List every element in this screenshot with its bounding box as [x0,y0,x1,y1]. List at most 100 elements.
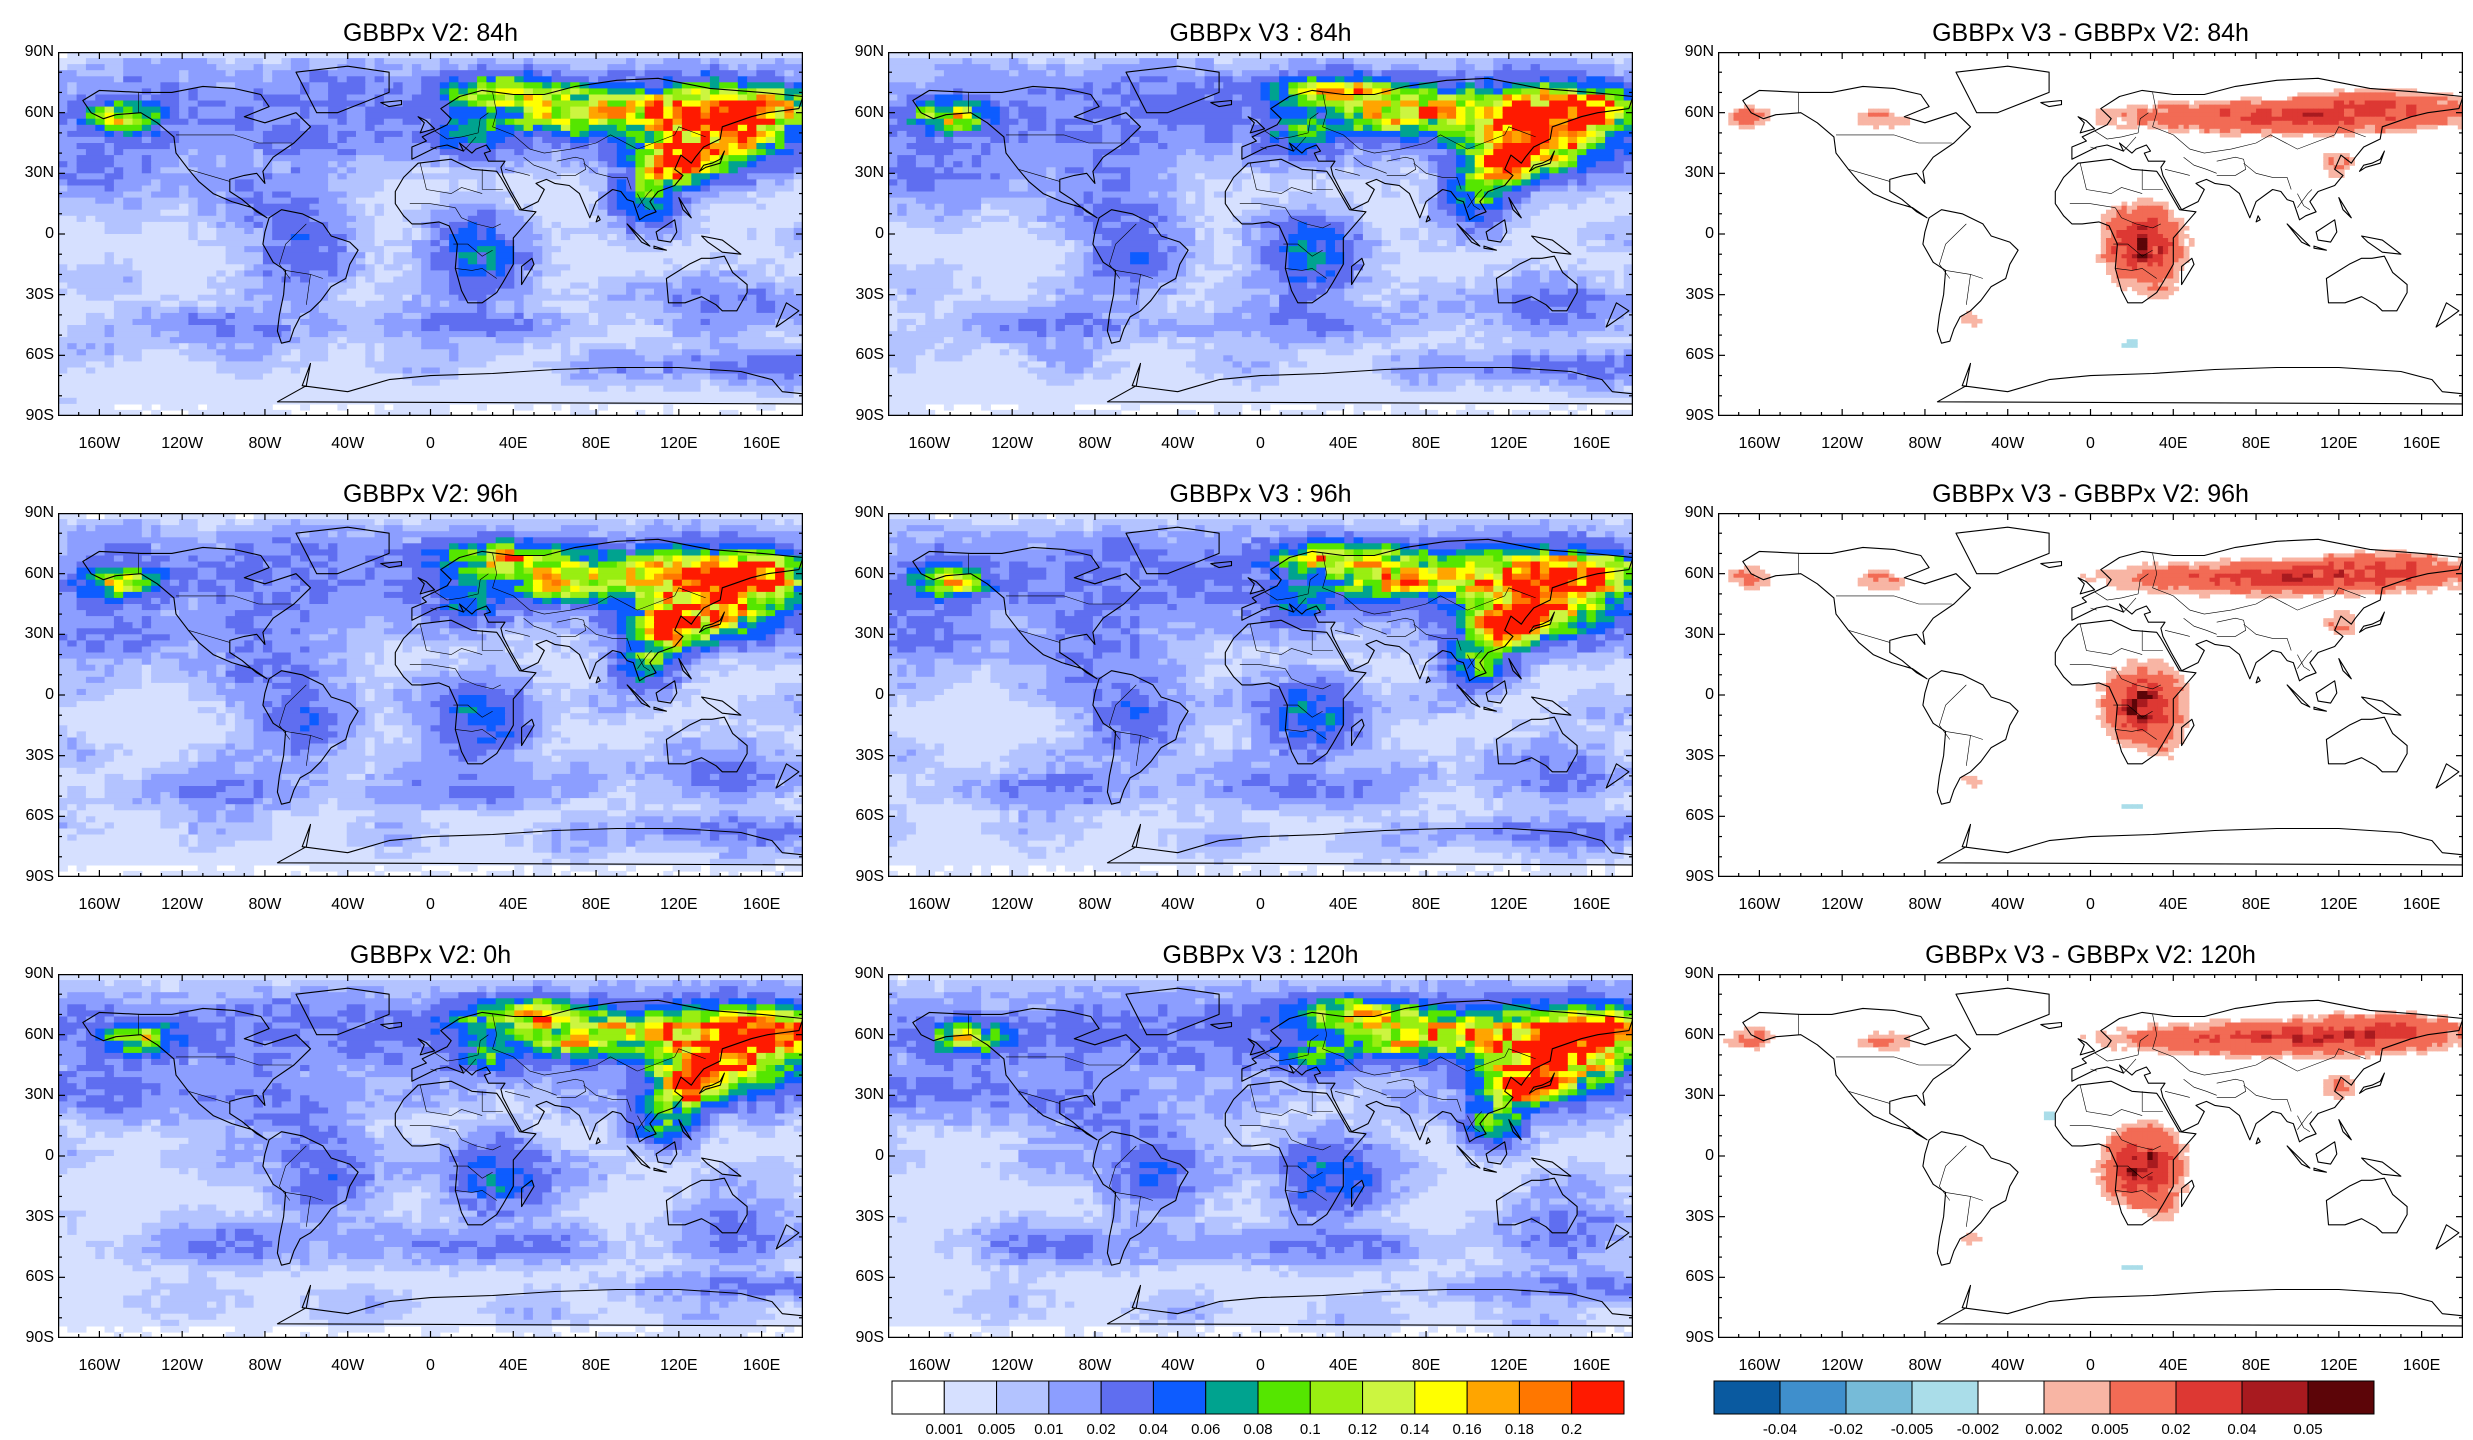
lon-tick-label: 80W [1078,1357,1112,1374]
lat-tick-label: 90S [25,868,54,885]
lon-tick-label: 0 [1256,435,1265,452]
colorbar-box [943,1380,998,1415]
lat-tick-label: 30S [25,746,54,764]
lat-tick-label: 30S [855,746,884,764]
lon-tick-label: 0 [426,435,435,452]
lon-tick-label: 0 [426,896,435,913]
lat-tick-label: 0 [875,686,884,703]
lat-tick-label: 60S [855,346,884,364]
colorbar-label: 0.04 [1138,1421,1169,1438]
lat-tick-label: 60N [854,564,884,582]
colorbar-box [1152,1380,1207,1415]
lat-tick-label: 30N [1684,164,1714,182]
panel-title: GBBPx V2: 84h [342,19,519,47]
lat-tick-label: 90S [855,1329,884,1346]
colorbar-label: 0.06 [1191,1421,1221,1438]
colorbar-label: 0.01 [1034,1421,1064,1438]
colorbar-box [1779,1380,1847,1415]
lat-tick-label: 60N [854,1025,884,1043]
lon-tick-label: 120E [1490,1357,1528,1374]
panel-title: GBBPx V2: 0h [349,941,512,969]
lon-tick-label: 120W [161,896,204,913]
lon-tick-label: 40E [1329,435,1358,452]
panel-title: GBBPx V3 - GBBPx V2: 84h [1932,19,2249,47]
lon-tick-label: 120W [161,435,204,452]
tick-marks [888,513,1633,877]
tick-marks [1718,974,2463,1338]
colorbar-concentration [891,1380,1625,1415]
borders-r2c3 [1798,553,2366,766]
lat-tick-label: 90S [1685,868,1714,885]
panel-title: GBBPx V2: 96h [342,480,519,508]
lon-tick-label: 160W [1738,435,1781,452]
colorbar-box [1362,1380,1416,1415]
lon-tick-label: 0 [426,1357,435,1374]
borders-r3c1 [138,1014,706,1227]
lon-tick-label: 80E [581,1357,611,1374]
lon-tick-label: 40E [1329,896,1358,913]
lon-tick-label: 160E [742,1357,781,1374]
lon-tick-label: 80E [2241,435,2271,452]
lat-tick-label: 60N [24,103,54,121]
lon-tick-label: 80E [2241,1357,2271,1374]
field-r1c1 [58,52,803,416]
field-r2c1 [58,513,803,877]
lon-tick-label: 160W [908,1357,951,1374]
lon-tick-label: 0 [1256,1357,1265,1374]
lon-tick-label: 40W [1161,435,1195,452]
lat-tick-label: 90N [854,504,884,521]
map-r2c3 [1718,513,2463,877]
tick-marks [888,52,1633,416]
coastlines-r2c3 [1742,526,2463,866]
lon-tick-label: 120E [2320,1357,2358,1374]
lat-tick-label: 0 [45,225,54,242]
lat-tick-label: 30S [855,1207,884,1225]
lon-tick-label: 120W [991,435,1034,452]
coastlines-r3c3 [1742,987,2463,1327]
borders-r1c3 [1798,92,2366,305]
colorbar-box [1100,1380,1154,1415]
lat-tick-label: 0 [875,225,884,242]
lat-tick-label: 90N [854,43,884,60]
lon-tick-label: 120W [1821,1357,1864,1374]
colorbar-box [996,1380,1050,1415]
lon-tick-label: 160W [908,435,951,452]
lon-tick-label: 160W [908,896,951,913]
coastlines-r3c2 [912,987,1633,1327]
colorbar-box [1911,1380,1979,1415]
colorbar-box [1048,1380,1102,1415]
lon-tick-label: 80W [248,896,282,913]
lat-tick-label: 60S [855,807,884,825]
lon-tick-label: 80W [1908,1357,1942,1374]
colorbar-label: 0.002 [2025,1421,2063,1438]
colorbar-label: 0.02 [2161,1421,2191,1438]
lon-tick-label: 120W [991,1357,1034,1374]
tick-marks [58,52,803,416]
lon-tick-label: 80W [1908,435,1942,452]
lon-tick-label: 80E [1411,1357,1441,1374]
coastlines-r1c2 [912,65,1633,405]
colorbar-label: 0.2 [1561,1421,1583,1438]
lon-tick-label: 80E [581,435,611,452]
map-r1c2 [888,52,1633,416]
lat-tick-label: 60S [1685,1268,1714,1286]
coastlines-r2c2 [912,526,1633,866]
lon-tick-label: 0 [1256,896,1265,913]
lon-tick-label: 120E [2320,435,2358,452]
map-r2c1 [58,513,803,877]
field-r1c2 [888,52,1633,416]
lat-tick-label: 60S [1685,346,1714,364]
lon-tick-label: 40W [331,1357,365,1374]
lat-tick-label: 60S [25,807,54,825]
coastlines-r2c1 [82,526,803,866]
lat-tick-label: 0 [1705,686,1714,703]
colorbar-box [2241,1380,2309,1415]
lon-tick-label: 120W [991,896,1034,913]
lat-tick-label: 0 [45,1147,54,1164]
lon-tick-label: 80W [1078,896,1112,913]
lat-tick-label: 90N [1684,965,1714,982]
lon-tick-label: 160W [1738,1357,1781,1374]
colorbar-label: 0.16 [1452,1421,1482,1438]
lon-tick-label: 0 [2086,435,2095,452]
